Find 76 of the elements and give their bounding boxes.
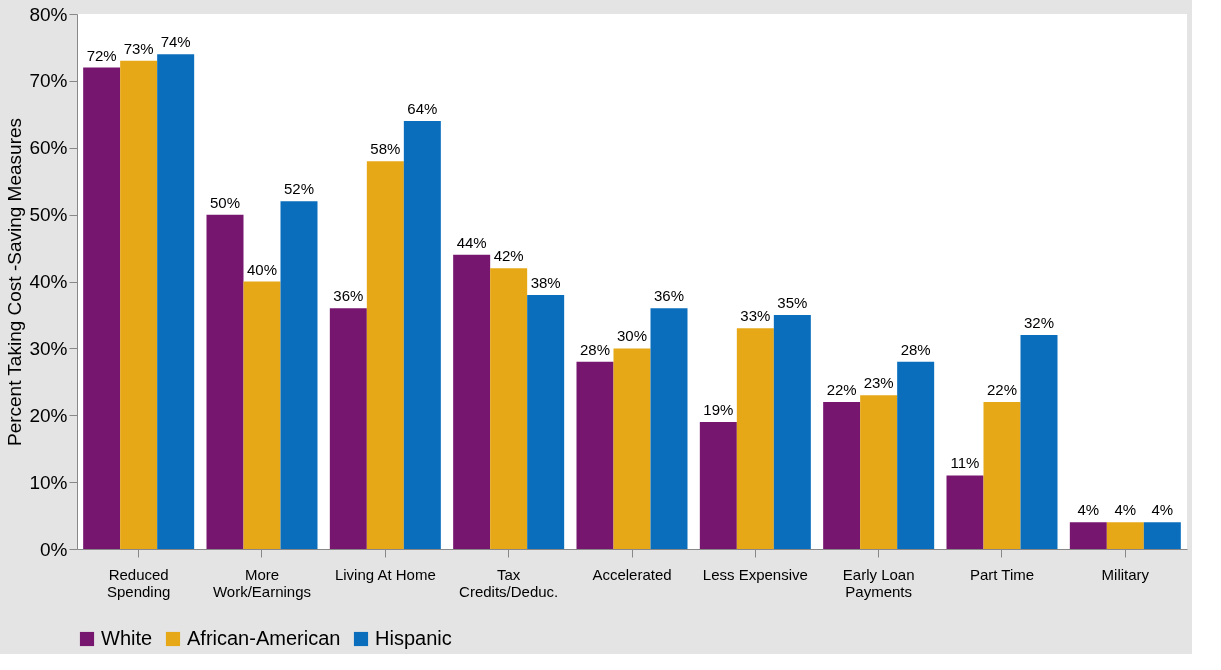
data-label: 42% <box>493 247 524 265</box>
bar <box>403 121 441 549</box>
bar <box>823 401 861 549</box>
data-label: 52% <box>283 180 315 198</box>
data-label: 33% <box>740 307 771 325</box>
bar <box>736 328 774 549</box>
y-tick-label: 10% <box>29 471 68 493</box>
y-tick-label: 20% <box>29 404 68 426</box>
data-label: 44% <box>456 233 487 251</box>
x-tick-label: Military <box>1101 565 1150 583</box>
bar <box>157 54 195 549</box>
legend-label: Hispanic <box>375 627 452 649</box>
bar <box>490 268 528 549</box>
x-tick-label: Accelerated <box>592 565 672 583</box>
data-label: 36% <box>333 287 364 305</box>
data-label: 22% <box>826 380 857 398</box>
legend-label: White <box>101 627 153 649</box>
x-tick-label: Reduced Spending <box>106 565 171 600</box>
x-tick-label: Less Expensive <box>702 565 808 583</box>
bar <box>527 294 565 549</box>
x-tick-label: More Work/Earnings <box>212 565 312 600</box>
x-tick-label: Tax Credits/Deduc. <box>459 565 559 600</box>
data-label: 28% <box>900 340 931 358</box>
data-label: 58% <box>370 140 401 158</box>
bar <box>83 67 121 549</box>
bar <box>576 361 614 549</box>
bar <box>1143 522 1181 549</box>
data-label: 38% <box>530 273 561 291</box>
bar <box>650 308 688 549</box>
data-label: 30% <box>616 327 648 345</box>
data-label: 28% <box>579 340 611 358</box>
bar <box>366 161 404 549</box>
data-label: 23% <box>863 374 894 392</box>
y-tick-label: 40% <box>29 271 68 292</box>
data-label: 50% <box>209 193 241 211</box>
bar <box>946 475 984 549</box>
bar <box>206 214 244 549</box>
y-tick-label: 30% <box>29 337 68 359</box>
bar <box>280 201 318 549</box>
y-tick-label: 70% <box>29 70 68 92</box>
bar <box>613 348 651 549</box>
data-label: 32% <box>1023 314 1055 331</box>
bar <box>329 308 367 549</box>
data-label: 19% <box>703 400 734 418</box>
bar <box>1106 522 1144 549</box>
bar <box>243 281 281 549</box>
data-label: 40% <box>246 260 278 278</box>
bar <box>1020 335 1058 549</box>
legend-label: African-American <box>187 627 341 649</box>
data-label: 4% <box>1114 501 1137 519</box>
data-label: 64% <box>407 100 438 117</box>
y-tick-label: 50% <box>29 204 68 226</box>
y-tick-label: 0% <box>40 538 68 560</box>
bar <box>897 361 935 549</box>
bar <box>1069 522 1107 549</box>
data-label: 35% <box>777 293 808 311</box>
data-label: 73% <box>123 39 154 57</box>
bar <box>699 421 737 549</box>
y-tick-label: 80% <box>29 3 68 25</box>
bar <box>453 254 491 549</box>
data-label: 4% <box>1077 501 1100 519</box>
bar <box>773 314 811 549</box>
x-tick-label: Living At Home <box>334 565 436 583</box>
y-tick-label: 60% <box>29 137 68 159</box>
bar <box>860 395 898 549</box>
bar <box>120 60 158 549</box>
data-label: 74% <box>160 33 191 51</box>
x-tick-label: Part Time <box>969 565 1035 583</box>
data-label: 4% <box>1151 501 1174 519</box>
x-tick-label: Early Loan Payments <box>842 565 915 600</box>
data-label: 22% <box>986 380 1018 398</box>
y-axis-title: Percent Taking Cost -Saving Measures <box>4 117 26 447</box>
data-label: 36% <box>653 287 685 305</box>
data-label: 11% <box>950 454 980 472</box>
bar <box>983 401 1021 549</box>
data-label: 72% <box>86 46 117 64</box>
